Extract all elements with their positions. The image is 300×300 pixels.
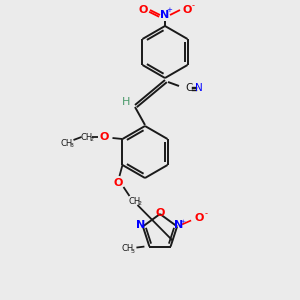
Text: 2: 2 xyxy=(89,137,94,142)
Text: O: O xyxy=(155,208,165,218)
Text: 2: 2 xyxy=(137,201,142,206)
Text: N: N xyxy=(160,10,169,20)
Text: H: H xyxy=(122,97,130,107)
Text: N: N xyxy=(136,220,146,230)
Text: O: O xyxy=(194,213,204,224)
Text: N: N xyxy=(175,220,184,230)
Text: C: C xyxy=(185,83,193,93)
Text: +: + xyxy=(166,7,172,13)
Text: O: O xyxy=(182,5,192,15)
Text: O: O xyxy=(138,5,148,15)
Text: N: N xyxy=(195,83,203,93)
Text: -: - xyxy=(205,209,208,218)
Text: CH: CH xyxy=(128,196,141,206)
Text: 3: 3 xyxy=(70,143,74,148)
Text: O: O xyxy=(100,132,109,142)
Text: CH: CH xyxy=(80,133,93,142)
Text: 3: 3 xyxy=(130,249,134,254)
Text: +: + xyxy=(181,219,186,224)
Text: -: - xyxy=(191,2,194,10)
Text: CH: CH xyxy=(60,139,73,148)
Text: O: O xyxy=(114,178,123,188)
Text: CH: CH xyxy=(121,244,134,253)
